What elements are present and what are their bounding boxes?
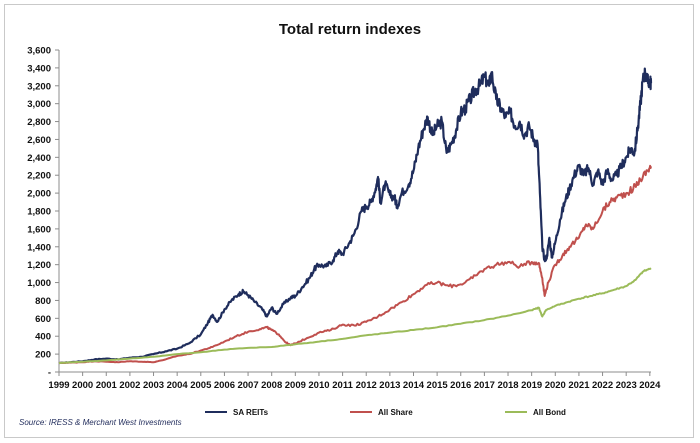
y-tick-label: 3,200 — [27, 81, 51, 92]
x-tick-label: 2014 — [403, 380, 425, 391]
legend: SA REITs All Share All Bond — [205, 408, 566, 417]
x-tick-label: 2018 — [497, 380, 518, 391]
x-tick-label: 2020 — [545, 380, 566, 391]
x-tick-label: 2003 — [143, 380, 164, 391]
x-tick-label: 1999 — [48, 380, 69, 391]
x-tick-label: 2015 — [427, 380, 449, 391]
y-tick-label: - — [48, 368, 51, 379]
x-tick-label: 2007 — [237, 380, 258, 391]
x-tick-label: 2017 — [474, 380, 495, 391]
x-tick-label: 2011 — [332, 380, 353, 391]
y-tick-label: 2,800 — [27, 117, 51, 128]
y-tick-label: 200 — [35, 350, 51, 361]
x-tick-label: 2005 — [190, 380, 212, 391]
y-tick-label: 1,000 — [27, 278, 51, 289]
series-line-all-bond — [58, 267, 652, 365]
x-tick-label: 2012 — [356, 380, 377, 391]
x-tick-label: 2008 — [261, 380, 282, 391]
y-tick-label: 800 — [35, 296, 51, 307]
y-tick-label: 2,000 — [27, 189, 51, 200]
y-tick-label: 1,800 — [27, 207, 51, 218]
y-tick-label: 600 — [35, 314, 51, 325]
x-tick-label: 2022 — [592, 380, 613, 391]
chart-title: Total return indexes — [278, 21, 422, 38]
x-tick-label: 2001 — [96, 380, 118, 391]
y-tick-label: 3,600 — [27, 46, 51, 57]
legend-label: All Bond — [533, 408, 566, 417]
chart-canvas: - 200 400 600 800 1,000 1,200 1,400 1,600 1,800 2,… — [27, 46, 661, 418]
x-tick-label: 2013 — [379, 380, 400, 391]
x-tick-label: 2002 — [119, 380, 140, 391]
y-tick-label: 400 — [35, 332, 51, 343]
source-note: Source: IRESS & Merchant West Investment… — [19, 418, 182, 427]
x-tick-label: 2023 — [616, 380, 637, 391]
y-tick-label: 1,200 — [27, 260, 51, 271]
y-tick-label: 2,600 — [27, 135, 51, 146]
y-tick-label: 1,600 — [27, 224, 51, 235]
x-tick-label: 2021 — [568, 380, 590, 391]
chart-frame: Total return indexes - 200 400 600 800 1,000 1… — [4, 4, 694, 438]
x-tick-label: 2000 — [72, 380, 93, 391]
x-tick-label: 2004 — [167, 380, 189, 391]
series-line-all-share — [58, 164, 652, 365]
y-tick-label: 2,200 — [27, 171, 51, 182]
x-tick-label: 2006 — [214, 380, 235, 391]
x-tick-label: 2010 — [308, 380, 329, 391]
y-tick-label: 1,400 — [27, 242, 51, 253]
series-lines — [58, 67, 653, 365]
legend-label: All Share — [378, 408, 413, 417]
y-tick-label: 2,400 — [27, 153, 51, 164]
x-tick-label: 2019 — [521, 380, 542, 391]
x-tick-label: 2024 — [639, 380, 661, 391]
x-tick-label: 2009 — [285, 380, 306, 391]
y-tick-label: 3,000 — [27, 99, 51, 110]
y-axis: - 200 400 600 800 1,000 1,200 1,400 1,600 1,800 2,… — [27, 46, 60, 379]
y-tick-label: 3,400 — [27, 63, 51, 74]
legend-label: SA REITs — [233, 408, 269, 417]
x-tick-label: 2016 — [450, 380, 471, 391]
series-line-sa-reits — [58, 67, 653, 365]
x-axis: 1999 2000 2001 2002 2003 2004 2005 2006 2007 2008… — [48, 371, 661, 391]
